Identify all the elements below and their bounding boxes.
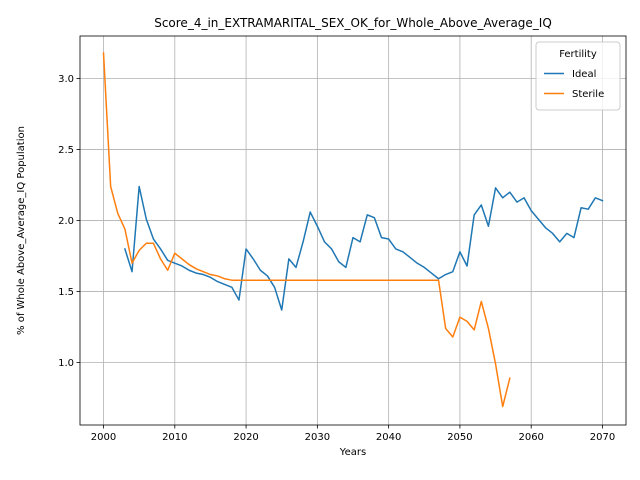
y-axis-label: % of Whole Above_Average_IQ Population	[16, 126, 27, 335]
plot-frame	[79, 35, 627, 426]
x-tick-label: 2030	[305, 432, 330, 443]
series-line-ideal	[123, 185, 604, 311]
x-tick-label: 2040	[376, 432, 401, 443]
legend-entries: Ideal Sterile	[544, 69, 604, 100]
legend-title: Fertility	[559, 49, 597, 60]
legend-label-sterile: Sterile	[572, 89, 604, 100]
legend: Fertility Ideal Sterile	[535, 41, 621, 111]
y-tick-label: 2.5	[58, 145, 74, 156]
legend-label-ideal: Ideal	[572, 69, 596, 80]
x-axis-label: Years	[339, 447, 366, 458]
chart-title: Score_4_in_EXTRAMARITAL_SEX_OK_for_Whole…	[154, 16, 552, 30]
x-tick-label: 2010	[162, 432, 187, 443]
series-line-sterile	[102, 52, 511, 408]
y-tick-label: 1.0	[58, 358, 74, 369]
y-tick-label: 3.0	[58, 74, 74, 85]
y-axis-ticks: 1.0 1.5 2.0 2.5 3.0	[58, 74, 80, 369]
x-tick-label: 2050	[447, 432, 472, 443]
x-tick-label: 2020	[233, 432, 258, 443]
x-tick-label: 2070	[590, 432, 615, 443]
y-tick-label: 2.0	[58, 216, 74, 227]
y-tick-label: 1.5	[58, 287, 74, 298]
x-tick-label: 2000	[91, 432, 116, 443]
grid	[80, 36, 626, 425]
x-tick-label: 2060	[518, 432, 543, 443]
x-axis-ticks: 2000 2010 2020 2030 2040 2050 2060 2070	[91, 425, 615, 443]
series-lines	[102, 52, 604, 408]
